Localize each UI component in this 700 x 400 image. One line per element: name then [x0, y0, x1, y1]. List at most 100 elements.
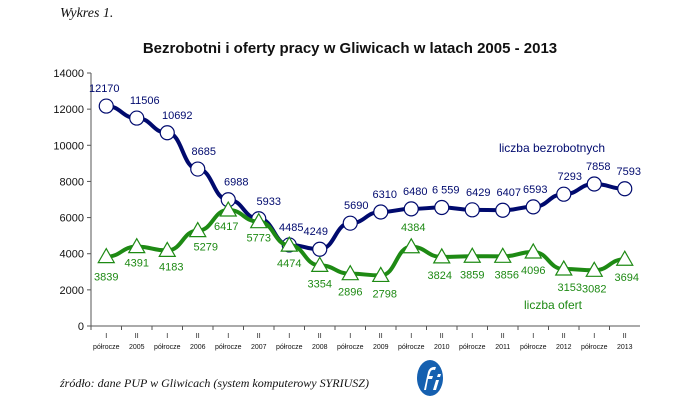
- data-label: 6593: [523, 184, 547, 196]
- x-tick-label: 2012: [556, 344, 572, 351]
- logo-letter-i-shape: [433, 374, 441, 390]
- data-point-circle: [342, 215, 358, 231]
- data-label: 6407: [497, 187, 521, 199]
- x-tick-label: I: [349, 333, 351, 340]
- data-label: 4183: [159, 261, 183, 273]
- data-point-triangle: [249, 212, 268, 229]
- series-line-unemployed: [106, 104, 625, 252]
- legend-offers: liczba ofert: [524, 298, 583, 312]
- x-tick-label: półrocze: [398, 344, 425, 351]
- data-point-circle: [586, 176, 602, 192]
- data-label: 10692: [162, 110, 193, 122]
- data-point-circle: [617, 181, 633, 197]
- x-tick-label: II: [440, 333, 444, 340]
- figure-caption: Wykres 1.: [60, 6, 114, 21]
- data-point-circle: [159, 125, 175, 141]
- y-tick-label: 12000: [53, 104, 84, 116]
- x-tick-label: I: [532, 333, 534, 340]
- data-point-triangle: [219, 200, 238, 217]
- x-tick-label: półrocze: [520, 344, 547, 351]
- data-label: 3082: [582, 283, 606, 295]
- data-label: 6480: [403, 186, 427, 198]
- x-tick-label: II: [318, 333, 322, 340]
- data-label: 3694: [615, 272, 639, 284]
- x-tick-label: 2009: [373, 344, 389, 351]
- data-point-triangle: [432, 247, 451, 264]
- x-tick-label: II: [562, 333, 566, 340]
- data-point-circle: [434, 199, 450, 216]
- x-tick-label: półrocze: [337, 344, 364, 351]
- y-tick-label: 6000: [60, 213, 84, 225]
- data-label: 6 559: [432, 184, 460, 196]
- legend-unemployed: liczba bezrobotnych: [499, 141, 605, 155]
- y-tick-label: 2000: [60, 285, 84, 297]
- data-label: 6310: [373, 189, 397, 201]
- data-label: 5933: [257, 196, 281, 208]
- data-point-triangle: [188, 221, 207, 238]
- data-point-circle: [464, 202, 480, 218]
- x-tick-label: II: [379, 333, 383, 340]
- data-label: 3354: [308, 278, 332, 290]
- data-point-triangle: [127, 237, 146, 254]
- data-point-triangle: [554, 259, 573, 276]
- x-tick-label: I: [166, 333, 168, 340]
- x-tick-label: II: [501, 333, 505, 340]
- data-label: 8685: [192, 146, 216, 158]
- data-label: 4485: [279, 222, 303, 234]
- data-label: 12170: [89, 83, 120, 95]
- data-point-triangle: [402, 237, 421, 254]
- data-point-circle: [312, 241, 328, 257]
- data-point-triangle: [371, 266, 390, 283]
- data-point-triangle: [158, 241, 177, 258]
- data-label: 4096: [521, 265, 545, 277]
- x-tick-label: 2006: [190, 344, 206, 351]
- data-point-circle: [525, 199, 541, 215]
- data-label: 3856: [495, 269, 519, 281]
- data-label: 7858: [586, 161, 610, 173]
- data-point-triangle: [341, 264, 360, 281]
- data-point-circle: [373, 204, 389, 220]
- data-label: 7293: [558, 171, 582, 183]
- data-label: 4249: [304, 226, 328, 238]
- data-point-triangle: [524, 242, 543, 259]
- logo-letter-f-shape: [424, 366, 436, 390]
- data-label: 4384: [401, 222, 425, 234]
- data-label: 5773: [247, 233, 271, 245]
- data-label: 2896: [338, 287, 362, 299]
- data-label: 3839: [94, 272, 118, 284]
- x-tick-label: 2005: [129, 344, 145, 351]
- data-point-triangle: [463, 247, 482, 263]
- data-label: 4391: [125, 258, 149, 270]
- data-point-triangle: [585, 261, 604, 277]
- data-label: 4474: [277, 258, 301, 270]
- x-tick-label: I: [410, 333, 412, 340]
- data-label: 7593: [617, 166, 641, 178]
- data-point-triangle: [310, 256, 329, 272]
- data-label: 3859: [460, 269, 484, 281]
- data-point-circle: [403, 201, 419, 217]
- chart-title: Bezrobotni i oferty pracy w Gliwicach w …: [143, 40, 557, 57]
- x-tick-label: półrocze: [93, 344, 120, 351]
- data-point-triangle: [97, 247, 116, 264]
- x-tick-label: II: [135, 333, 139, 340]
- data-label: 3824: [428, 270, 452, 282]
- x-tick-label: I: [471, 333, 473, 340]
- x-tick-label: półrocze: [581, 344, 608, 351]
- x-tick-label: II: [623, 333, 627, 340]
- y-tick-label: 8000: [60, 176, 84, 188]
- data-label: 5279: [194, 242, 218, 254]
- x-tick-label: 2008: [312, 344, 328, 351]
- data-point-circle: [556, 186, 572, 202]
- data-label: 6417: [214, 221, 238, 233]
- x-tick-label: 2013: [617, 344, 633, 351]
- data-label: 5690: [344, 200, 368, 212]
- x-tick-label: I: [288, 333, 290, 340]
- data-point-circle: [190, 161, 206, 177]
- x-tick-label: półrocze: [215, 344, 242, 351]
- x-tick-label: I: [593, 333, 595, 340]
- x-tick-label: 2010: [434, 344, 450, 351]
- data-label: 3153: [558, 282, 582, 294]
- logo-watermark: [417, 360, 443, 396]
- data-point-triangle: [493, 247, 512, 263]
